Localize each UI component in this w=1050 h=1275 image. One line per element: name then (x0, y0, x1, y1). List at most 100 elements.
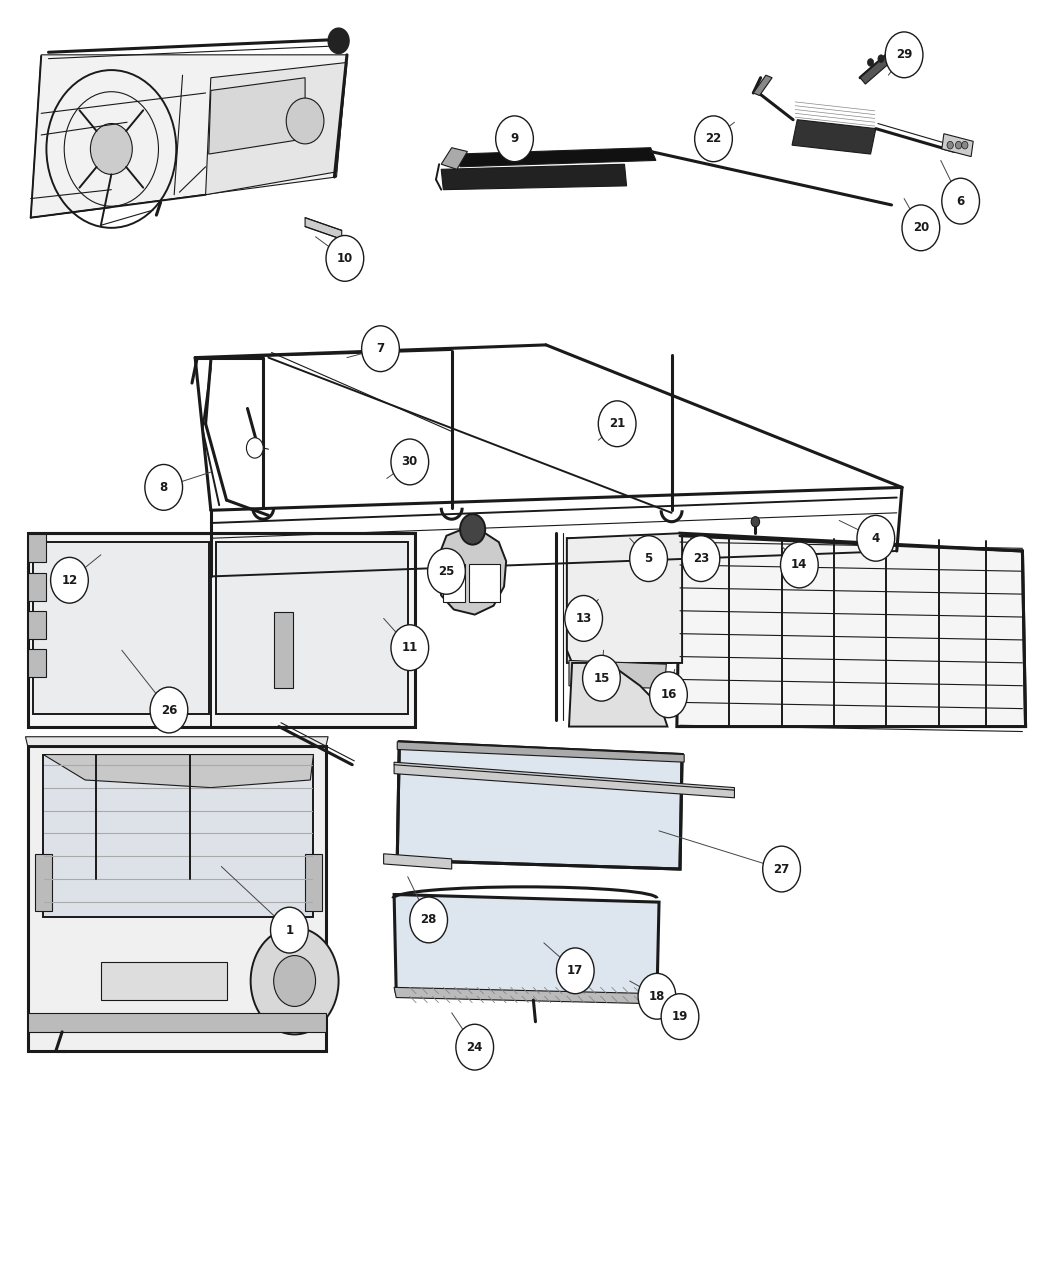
Circle shape (90, 124, 132, 175)
Circle shape (274, 955, 316, 1006)
Text: 19: 19 (672, 1010, 688, 1023)
Circle shape (598, 400, 636, 446)
Text: 8: 8 (160, 481, 168, 493)
Polygon shape (43, 755, 314, 918)
Polygon shape (860, 46, 902, 84)
Text: 29: 29 (896, 48, 912, 61)
Circle shape (583, 655, 621, 701)
Bar (274, 612, 293, 689)
Text: 21: 21 (609, 417, 626, 430)
Text: 15: 15 (593, 672, 610, 685)
Circle shape (695, 116, 732, 162)
Polygon shape (30, 55, 346, 218)
Circle shape (780, 542, 818, 588)
Polygon shape (216, 542, 407, 714)
Circle shape (50, 557, 88, 603)
Circle shape (762, 847, 800, 892)
Bar (27, 534, 46, 562)
Text: 20: 20 (912, 222, 929, 235)
Polygon shape (101, 961, 227, 1000)
Circle shape (271, 908, 309, 952)
Polygon shape (397, 742, 685, 762)
Polygon shape (942, 134, 973, 157)
Text: 28: 28 (420, 913, 437, 927)
Text: 18: 18 (649, 989, 665, 1002)
Circle shape (456, 1024, 493, 1070)
Circle shape (947, 142, 953, 149)
Circle shape (361, 326, 399, 371)
Text: 11: 11 (402, 641, 418, 654)
Text: 25: 25 (438, 565, 455, 578)
Circle shape (682, 536, 720, 581)
Circle shape (942, 179, 980, 224)
Polygon shape (567, 538, 672, 663)
Polygon shape (394, 987, 662, 1003)
Text: 13: 13 (575, 612, 592, 625)
Text: 26: 26 (161, 704, 177, 717)
Text: 14: 14 (792, 558, 807, 571)
Polygon shape (25, 737, 328, 746)
Text: 6: 6 (957, 195, 965, 208)
Polygon shape (394, 762, 734, 798)
Polygon shape (443, 564, 465, 602)
Text: 4: 4 (872, 532, 880, 544)
Circle shape (327, 236, 363, 282)
Polygon shape (27, 746, 327, 1051)
Bar (35, 854, 51, 912)
Circle shape (662, 993, 699, 1039)
Circle shape (650, 672, 688, 718)
Polygon shape (206, 62, 346, 195)
Polygon shape (394, 895, 659, 996)
Text: 27: 27 (774, 863, 790, 876)
Text: 17: 17 (567, 964, 584, 978)
Circle shape (251, 928, 338, 1034)
Polygon shape (457, 148, 656, 167)
Polygon shape (469, 564, 500, 602)
Polygon shape (306, 218, 341, 240)
Polygon shape (441, 148, 467, 170)
Circle shape (956, 142, 962, 149)
Polygon shape (383, 854, 452, 870)
Circle shape (427, 548, 465, 594)
Polygon shape (33, 542, 209, 714)
Polygon shape (569, 663, 668, 727)
Circle shape (247, 437, 264, 458)
Polygon shape (677, 533, 1026, 727)
Circle shape (410, 898, 447, 942)
Circle shape (867, 59, 874, 66)
Circle shape (496, 116, 533, 162)
Polygon shape (27, 1012, 327, 1031)
Circle shape (630, 536, 668, 581)
Circle shape (145, 464, 183, 510)
Circle shape (556, 947, 594, 993)
Text: 9: 9 (510, 133, 519, 145)
Polygon shape (437, 529, 506, 615)
Circle shape (878, 55, 884, 62)
Circle shape (460, 514, 485, 544)
Polygon shape (567, 533, 682, 663)
Bar (27, 649, 46, 677)
Text: 5: 5 (645, 552, 653, 565)
Bar (306, 854, 322, 912)
Polygon shape (753, 75, 772, 96)
Text: 24: 24 (466, 1040, 483, 1053)
Polygon shape (569, 660, 667, 689)
Circle shape (857, 515, 895, 561)
Text: 16: 16 (660, 688, 676, 701)
Text: 10: 10 (337, 252, 353, 265)
Text: 12: 12 (61, 574, 78, 586)
Text: 30: 30 (402, 455, 418, 468)
Circle shape (391, 625, 428, 671)
Circle shape (391, 439, 428, 484)
Text: 7: 7 (376, 342, 384, 356)
Polygon shape (792, 120, 876, 154)
Circle shape (885, 32, 923, 78)
Bar (27, 572, 46, 601)
Circle shape (962, 142, 968, 149)
Circle shape (751, 516, 759, 527)
Text: 22: 22 (706, 133, 721, 145)
Circle shape (287, 98, 324, 144)
Polygon shape (43, 755, 314, 788)
Bar (27, 611, 46, 639)
Text: 23: 23 (693, 552, 709, 565)
